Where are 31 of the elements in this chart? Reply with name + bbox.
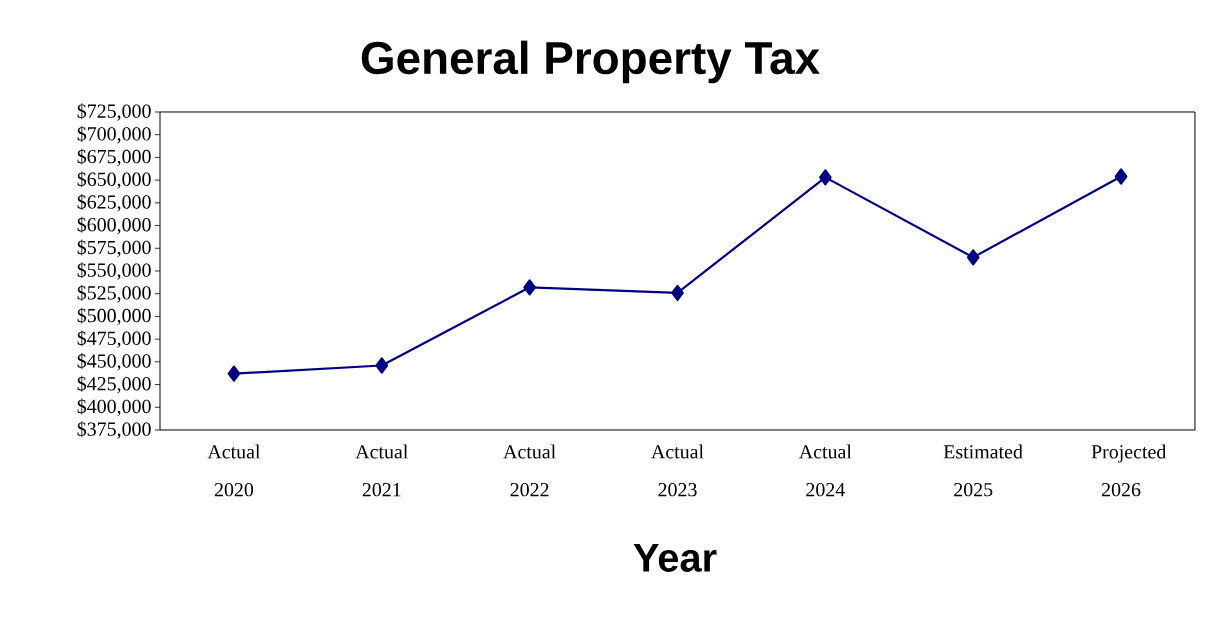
y-tick-label: $525,000 (77, 284, 151, 303)
x-tick-label: Projected 2026 (1091, 444, 1167, 497)
y-tick-label: $400,000 (77, 398, 151, 417)
category-label: Actual 2024 (798, 444, 852, 497)
y-tick-label: $575,000 (77, 239, 151, 258)
category-label: Actual 2021 (355, 444, 408, 497)
point (375, 357, 389, 374)
category-label: Actual 2023 (651, 444, 704, 497)
category-label: Estimated 2025 (943, 444, 1023, 497)
category-label: Actual 2022 (503, 444, 556, 497)
point (671, 284, 684, 301)
y-tick-label: $700,000 (77, 125, 151, 144)
point (819, 169, 832, 186)
y-tick-label: $450,000 (77, 353, 151, 371)
x-axis-title: Year (633, 544, 717, 572)
point (966, 249, 980, 266)
category-label: Actual 2020 (207, 444, 261, 497)
y-tick-label: $500,000 (77, 307, 151, 326)
y-tick-label: $475,000 (77, 330, 151, 348)
y-tick-label: $675,000 (77, 148, 151, 167)
point (523, 279, 536, 296)
y-tick-label: $425,000 (77, 375, 151, 394)
y-tick-label: $650,000 (77, 171, 151, 189)
y-tick-label: $600,000 (77, 216, 151, 235)
y-tick-label: $725,000 (77, 103, 151, 121)
y-tick-label: $375,000 (77, 421, 151, 439)
point (1114, 168, 1128, 185)
y-tick-label: $550,000 (77, 262, 151, 280)
y-tick-label: $625,000 (77, 194, 151, 212)
chart-title: General Property Tax (361, 40, 820, 84)
point (227, 365, 241, 382)
